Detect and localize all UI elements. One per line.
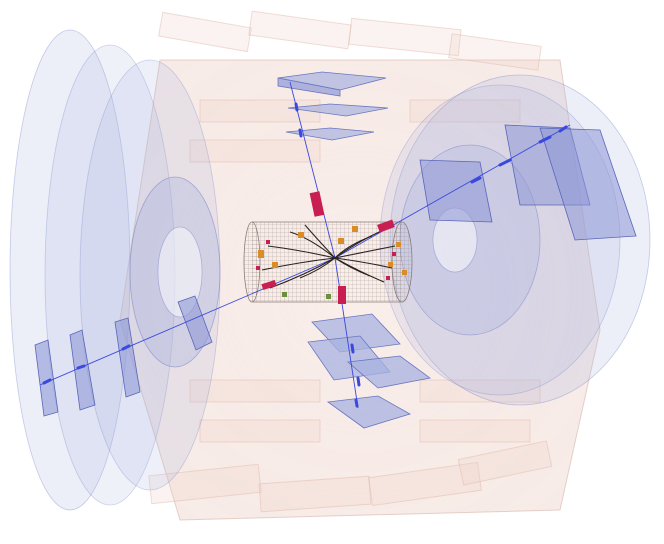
left-chamber-plates — [34, 295, 213, 417]
left-endcap-disks — [9, 29, 221, 511]
right-endcap-disks — [379, 74, 651, 406]
top-chambers — [277, 71, 389, 141]
jet-tracks — [261, 224, 396, 289]
energy-deposits — [256, 191, 407, 304]
muon-hits — [42, 102, 568, 408]
right-chamber-plates — [419, 124, 637, 241]
bottom-chambers — [307, 313, 431, 429]
